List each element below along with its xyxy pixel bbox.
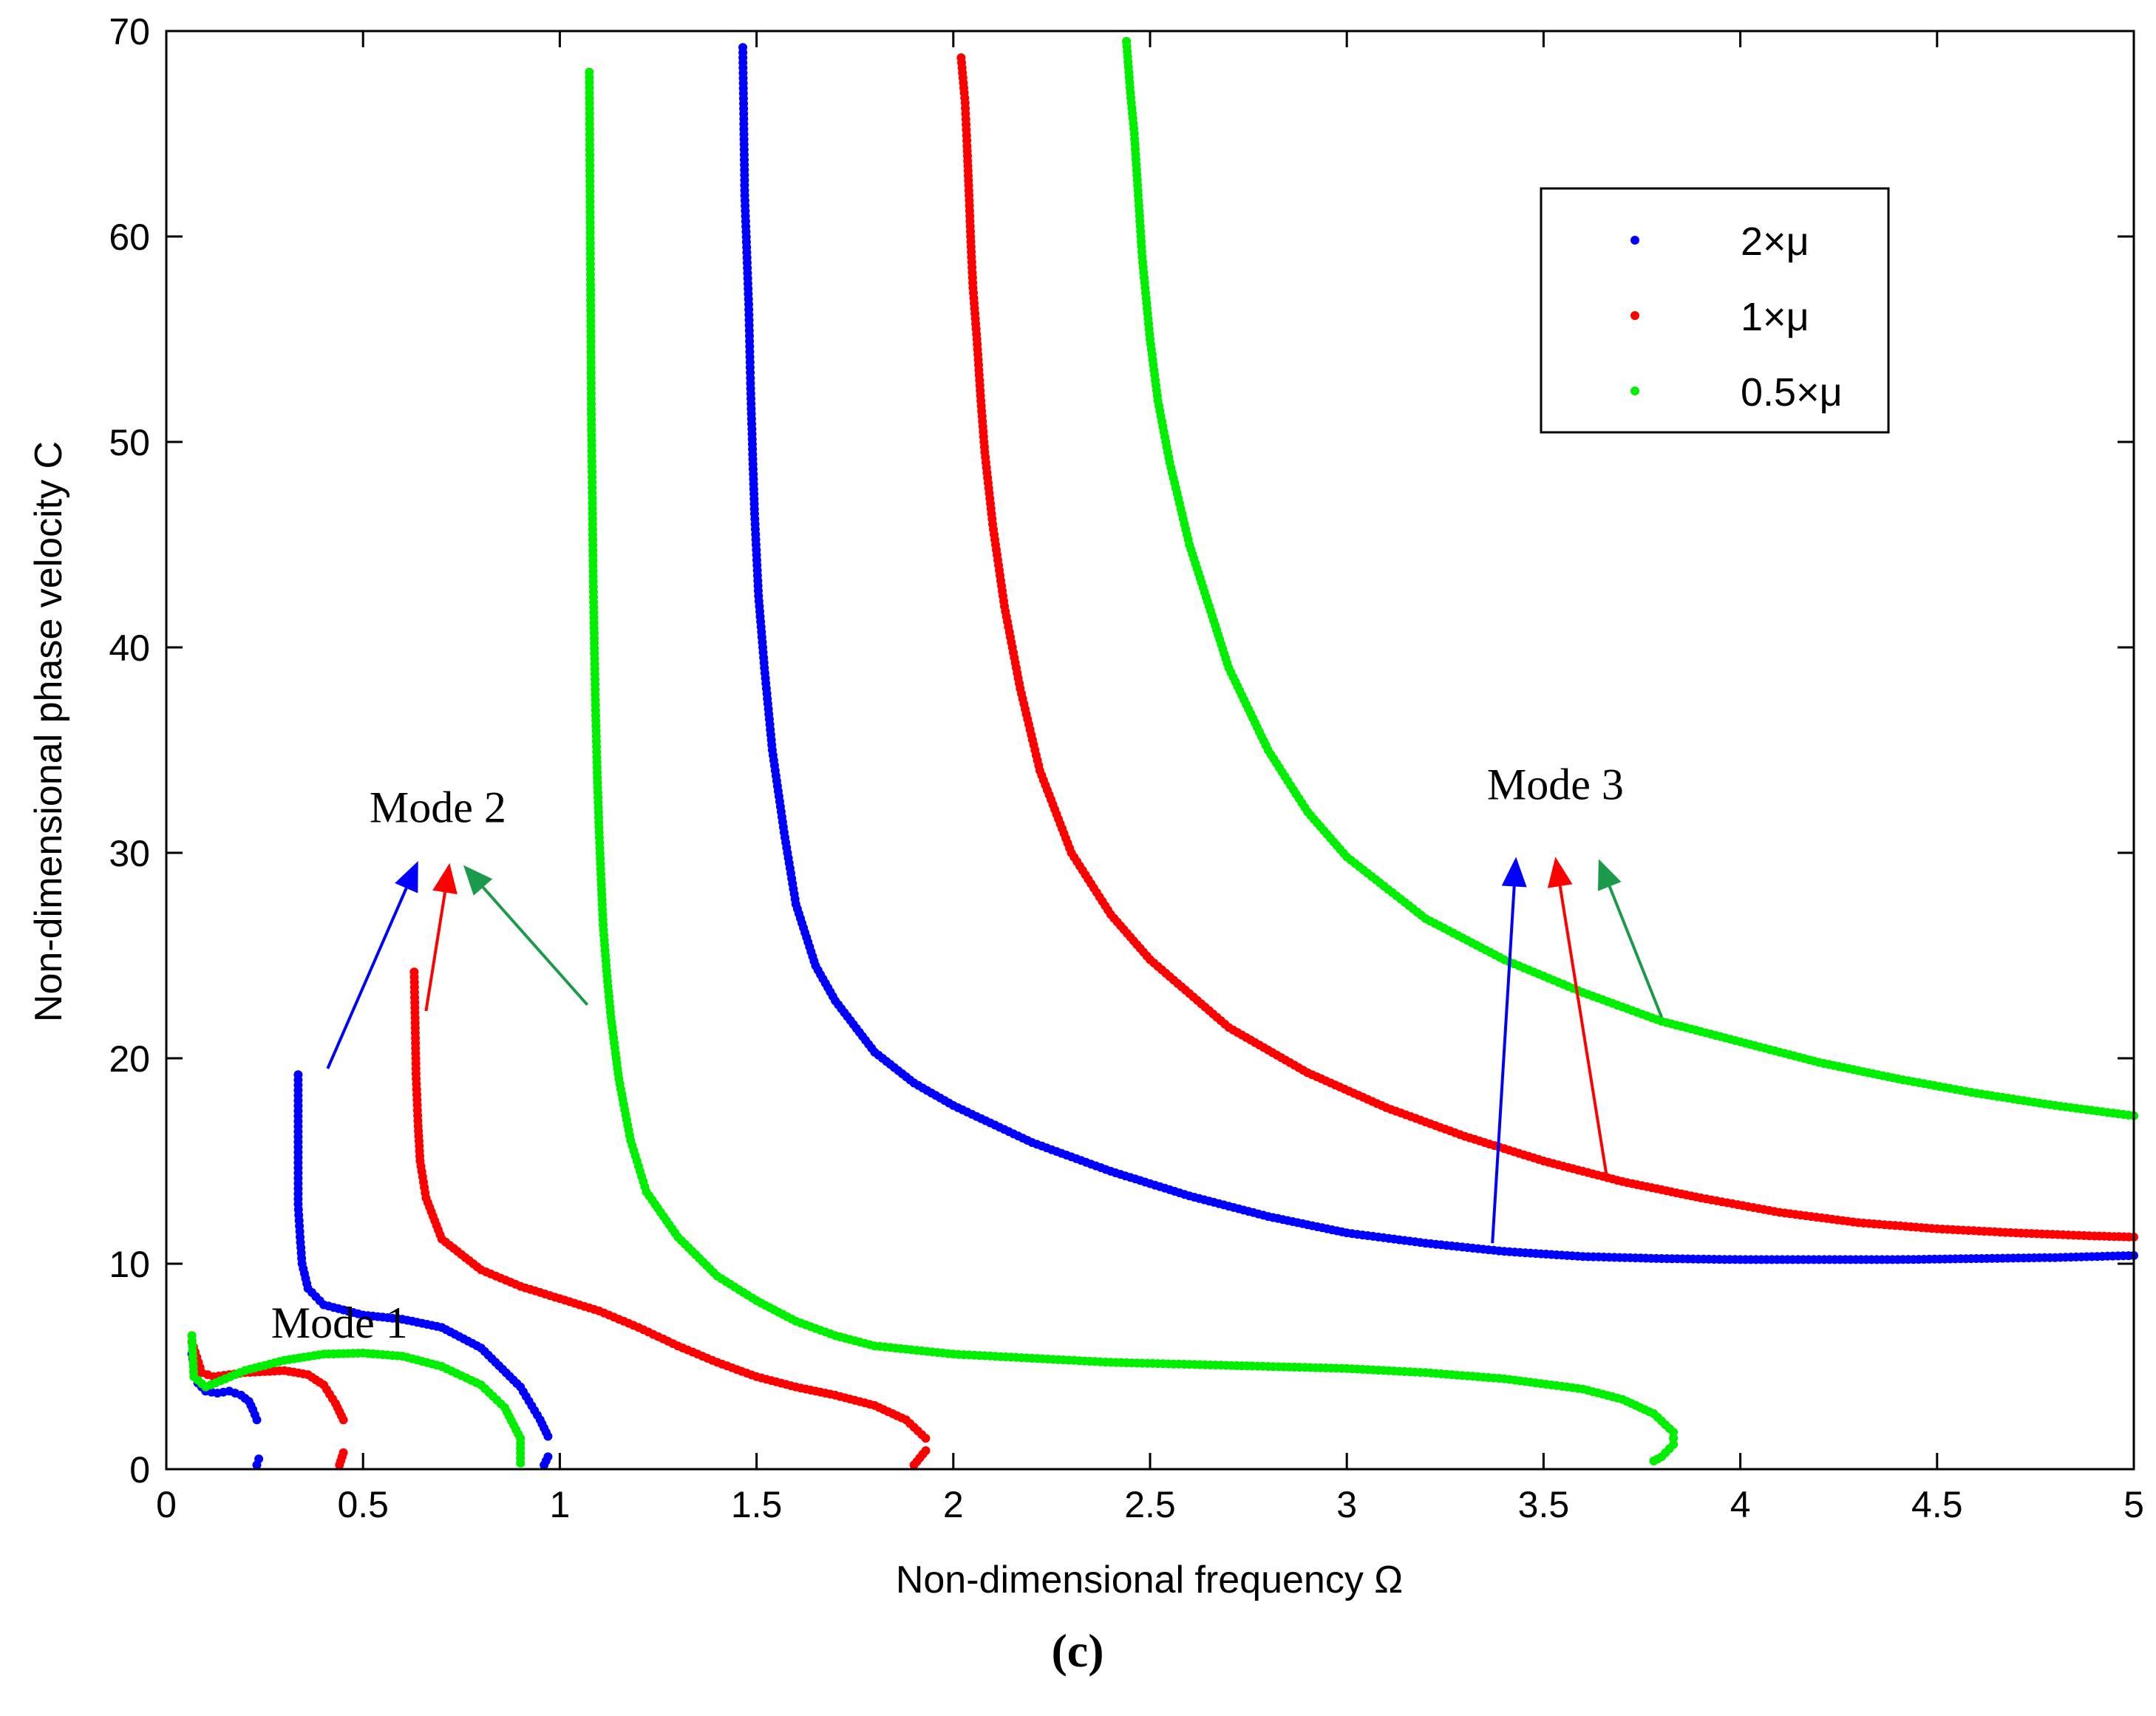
x-tick-label: 0.5: [337, 1484, 389, 1525]
mode-label: Mode 2: [370, 783, 506, 831]
legend-label-2x-mu: 2×μ: [1741, 219, 1809, 264]
mode-arrow: [424, 862, 458, 1012]
arrow-shaft: [1491, 886, 1516, 1244]
x-tick-label: 1.5: [731, 1484, 783, 1525]
x-tick-label: 4: [1730, 1484, 1751, 1525]
y-tick-label: 20: [109, 1038, 150, 1080]
legend-marker-1x-mu: [1630, 311, 1639, 320]
mode-label: Mode 3: [1487, 760, 1624, 809]
data-point: [252, 1415, 262, 1425]
y-tick-label: 40: [109, 627, 150, 669]
data-point: [543, 1431, 553, 1441]
mode-arrow: [326, 861, 418, 1069]
y-tick-label: 70: [109, 11, 150, 52]
series-1: [187, 53, 2138, 1470]
series-0-mode-2: [540, 1452, 553, 1470]
data-point: [921, 1446, 931, 1455]
series-1-mode-2: [409, 967, 931, 1443]
mode-arrow: [1547, 857, 1608, 1176]
x-tick-label: 0: [156, 1484, 177, 1525]
series-0-mode-1: [252, 1454, 264, 1470]
arrow-shaft: [1558, 885, 1608, 1176]
data-point: [1669, 1428, 1679, 1437]
arrow-shaft: [326, 887, 408, 1069]
y-tick-label: 60: [109, 217, 150, 258]
data-point: [921, 1434, 931, 1443]
y-tick-label: 30: [109, 833, 150, 874]
data-point: [543, 1452, 553, 1462]
mode-arrow: [463, 865, 589, 1007]
mode-annotations: Mode 1 Mode 2 Mode 3: [271, 760, 1624, 1347]
arrow-head: [1501, 857, 1527, 888]
arrow-head: [463, 865, 493, 896]
mode-arrow: [1491, 857, 1527, 1244]
series-2-mode-2: [585, 67, 1679, 1465]
x-tick-label: 5: [2123, 1484, 2144, 1525]
legend-marker-2x-mu: [1630, 236, 1639, 245]
data-point: [339, 1448, 348, 1457]
legend-marker-0-5x-mu: [1630, 387, 1639, 395]
x-axis-title: Non-dimensional frequency Ω: [896, 1559, 1403, 1601]
x-tick-label: 2: [943, 1484, 964, 1525]
y-tick-label: 50: [109, 422, 150, 463]
series-2-mode-1: [187, 1331, 526, 1468]
legend-label-1x-mu: 1×μ: [1741, 295, 1809, 339]
legend-label-0-5x-mu: 0.5×μ: [1741, 370, 1843, 415]
arrow-head: [1597, 859, 1622, 891]
data-point: [339, 1415, 348, 1425]
arrow-shaft: [1608, 885, 1663, 1018]
data-point: [1649, 1456, 1659, 1465]
y-tick-label: 10: [109, 1244, 150, 1285]
legend-box: [1540, 187, 1890, 434]
mode-label: Mode 1: [271, 1298, 408, 1347]
arrow-head: [432, 862, 458, 895]
series-0-mode-2: [293, 1070, 553, 1441]
series-1-mode-3: [956, 53, 2138, 1242]
mode-arrow: [1597, 859, 1663, 1018]
series-0: [187, 43, 2138, 1470]
legend: 2×μ 1×μ 0.5×μ: [1540, 187, 1890, 434]
data-series: [187, 36, 2138, 1470]
data-point: [254, 1454, 264, 1464]
y-axis-title: Non-dimensional phase velocity C: [27, 441, 70, 1022]
data-point: [1669, 1434, 1679, 1443]
y-tick-label: 0: [129, 1449, 150, 1491]
series-0-mode-3: [738, 43, 2138, 1264]
arrow-shaft: [482, 886, 589, 1007]
arrow-shaft: [424, 892, 446, 1012]
panel-label: (c): [1051, 1624, 1103, 1677]
x-tick-label: 4.5: [1911, 1484, 1963, 1525]
arrow-head: [1547, 857, 1573, 888]
series-1-mode-1: [335, 1448, 348, 1470]
arrow-head: [395, 861, 418, 893]
series-2: [187, 36, 2138, 1468]
series-2-mode-3: [1122, 36, 2138, 1120]
x-tick-label: 3: [1336, 1484, 1357, 1525]
x-tick-label: 3.5: [1518, 1484, 1570, 1525]
mode-arrows: [326, 857, 1663, 1244]
series-1-mode-2: [909, 1446, 931, 1470]
data-point: [516, 1458, 526, 1468]
x-tick-label: 2.5: [1124, 1484, 1176, 1525]
x-tick-label: 1: [549, 1484, 570, 1525]
